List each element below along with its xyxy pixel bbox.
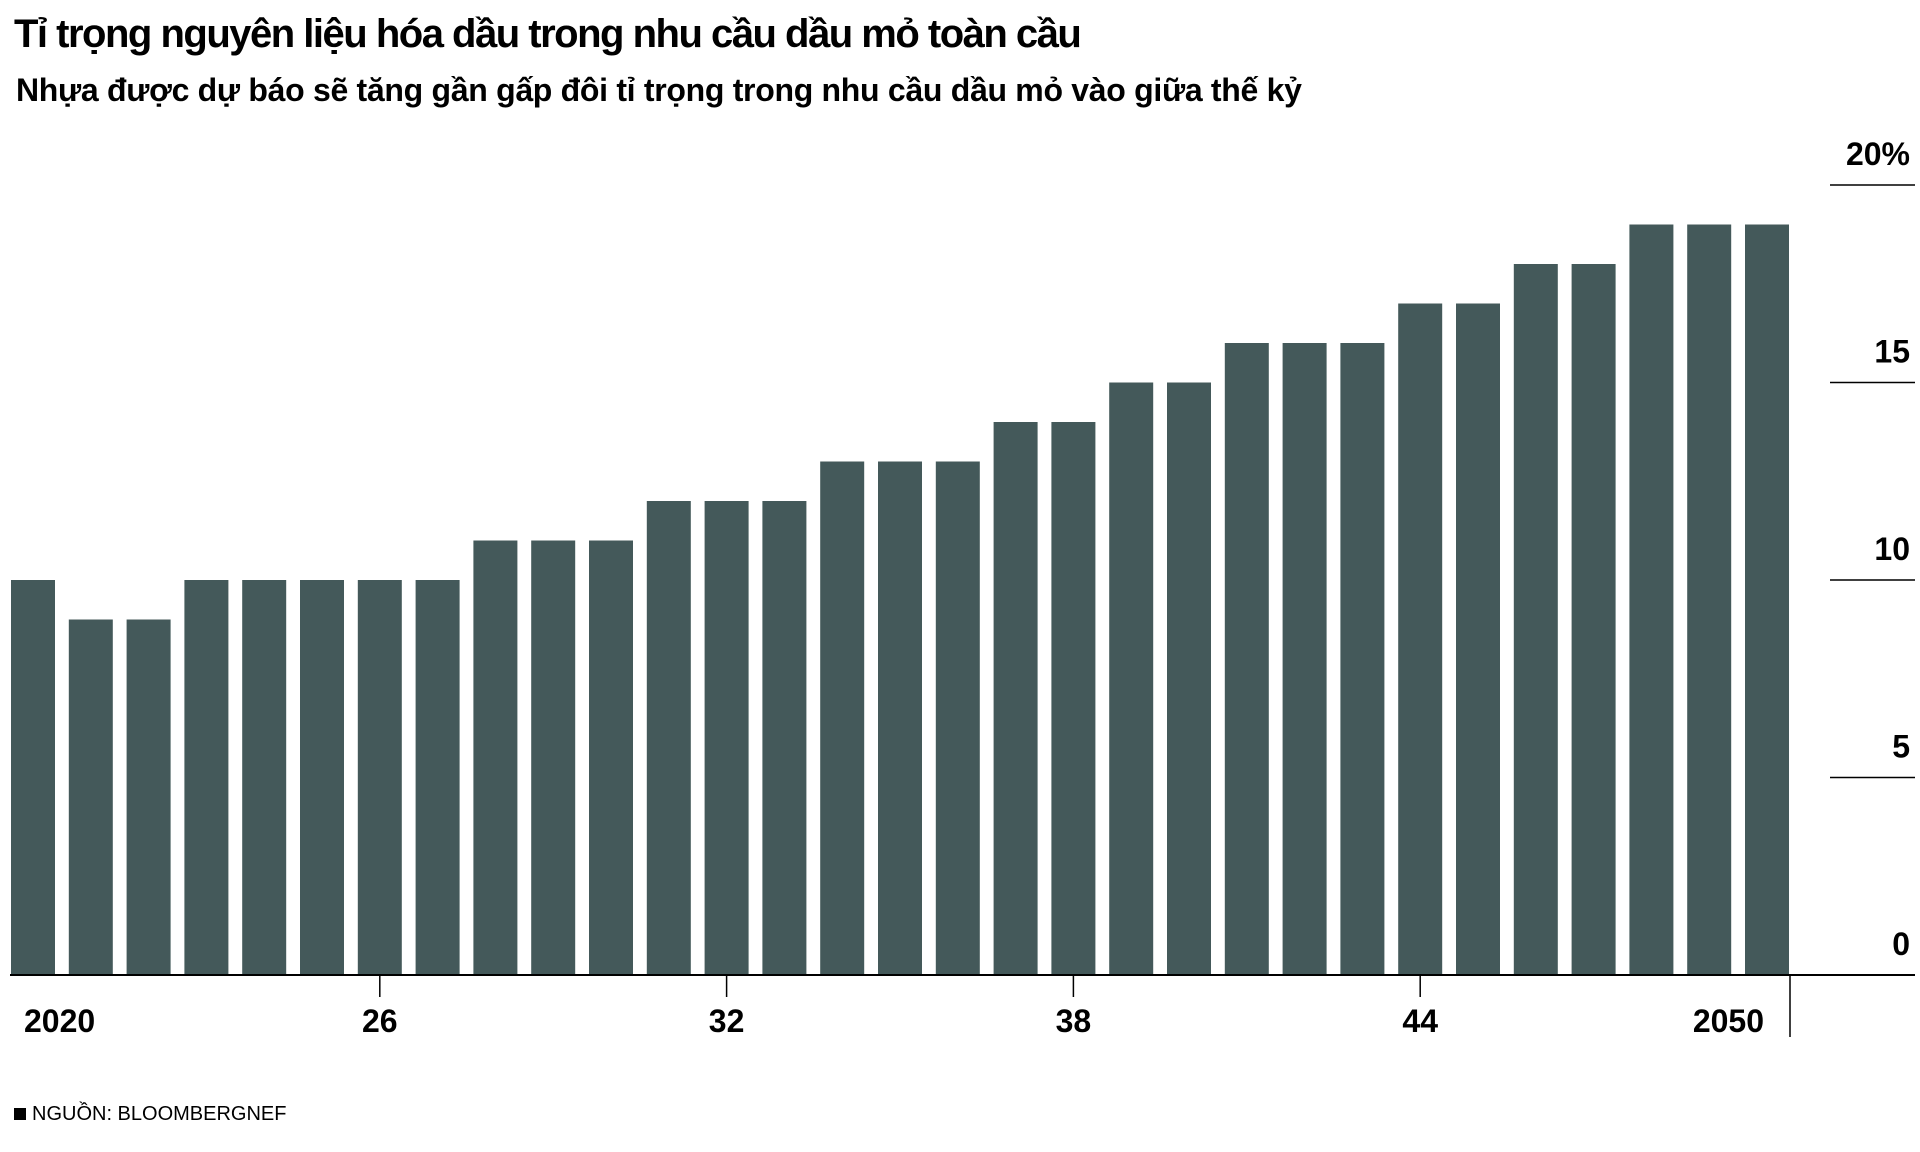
bar <box>300 580 344 975</box>
bar <box>1167 382 1211 975</box>
chart-title: Tỉ trọng nguyên liệu hóa dầu trong nhu c… <box>14 12 1082 56</box>
bar <box>589 540 633 975</box>
bar <box>704 501 749 975</box>
bar <box>1340 343 1385 975</box>
y-tick-label: 15 <box>1874 334 1910 370</box>
y-tick-label: 0 <box>1892 926 1910 962</box>
bar <box>11 580 55 975</box>
bar <box>762 501 807 975</box>
y-tick-label: 10 <box>1874 531 1910 567</box>
x-tick-label: 2050 <box>1693 1003 1764 1039</box>
bar <box>993 422 1038 975</box>
bar <box>1224 343 1269 975</box>
bar <box>1109 382 1154 975</box>
bar <box>935 461 980 975</box>
source-note: NGUỒN: BLOOMBERGNEF <box>14 1102 286 1126</box>
bar <box>1398 303 1443 975</box>
x-tick-label: 26 <box>362 1003 398 1039</box>
chart-subtitle: Nhựa được dự báo sẽ tăng gần gấp đôi tỉ … <box>16 72 1302 108</box>
x-tick-label: 32 <box>709 1003 745 1039</box>
source-square-icon <box>14 1108 26 1120</box>
bar <box>68 619 113 975</box>
bar <box>242 580 287 975</box>
bar <box>878 461 922 975</box>
bar <box>473 540 518 975</box>
bar <box>126 619 171 975</box>
x-tick-label: 2020 <box>24 1003 95 1039</box>
y-tick-label: 5 <box>1892 729 1910 765</box>
x-tick-label: 38 <box>1056 1003 1092 1039</box>
bar <box>1456 303 1500 975</box>
bar <box>646 501 691 975</box>
bar <box>415 580 460 975</box>
y-tick-label: 20% <box>1846 136 1910 172</box>
bar <box>1513 264 1558 975</box>
x-tick-label: 44 <box>1402 1003 1438 1039</box>
source-text: NGUỒN: BLOOMBERGNEF <box>32 1103 287 1125</box>
bar <box>357 580 402 975</box>
bar <box>1687 224 1732 975</box>
bar <box>1745 224 1789 975</box>
bar <box>1282 343 1327 975</box>
bar <box>184 580 229 975</box>
bar <box>820 461 865 975</box>
bar <box>531 540 576 975</box>
bar <box>1571 264 1616 975</box>
bar <box>1051 422 1096 975</box>
bar <box>1629 224 1674 975</box>
